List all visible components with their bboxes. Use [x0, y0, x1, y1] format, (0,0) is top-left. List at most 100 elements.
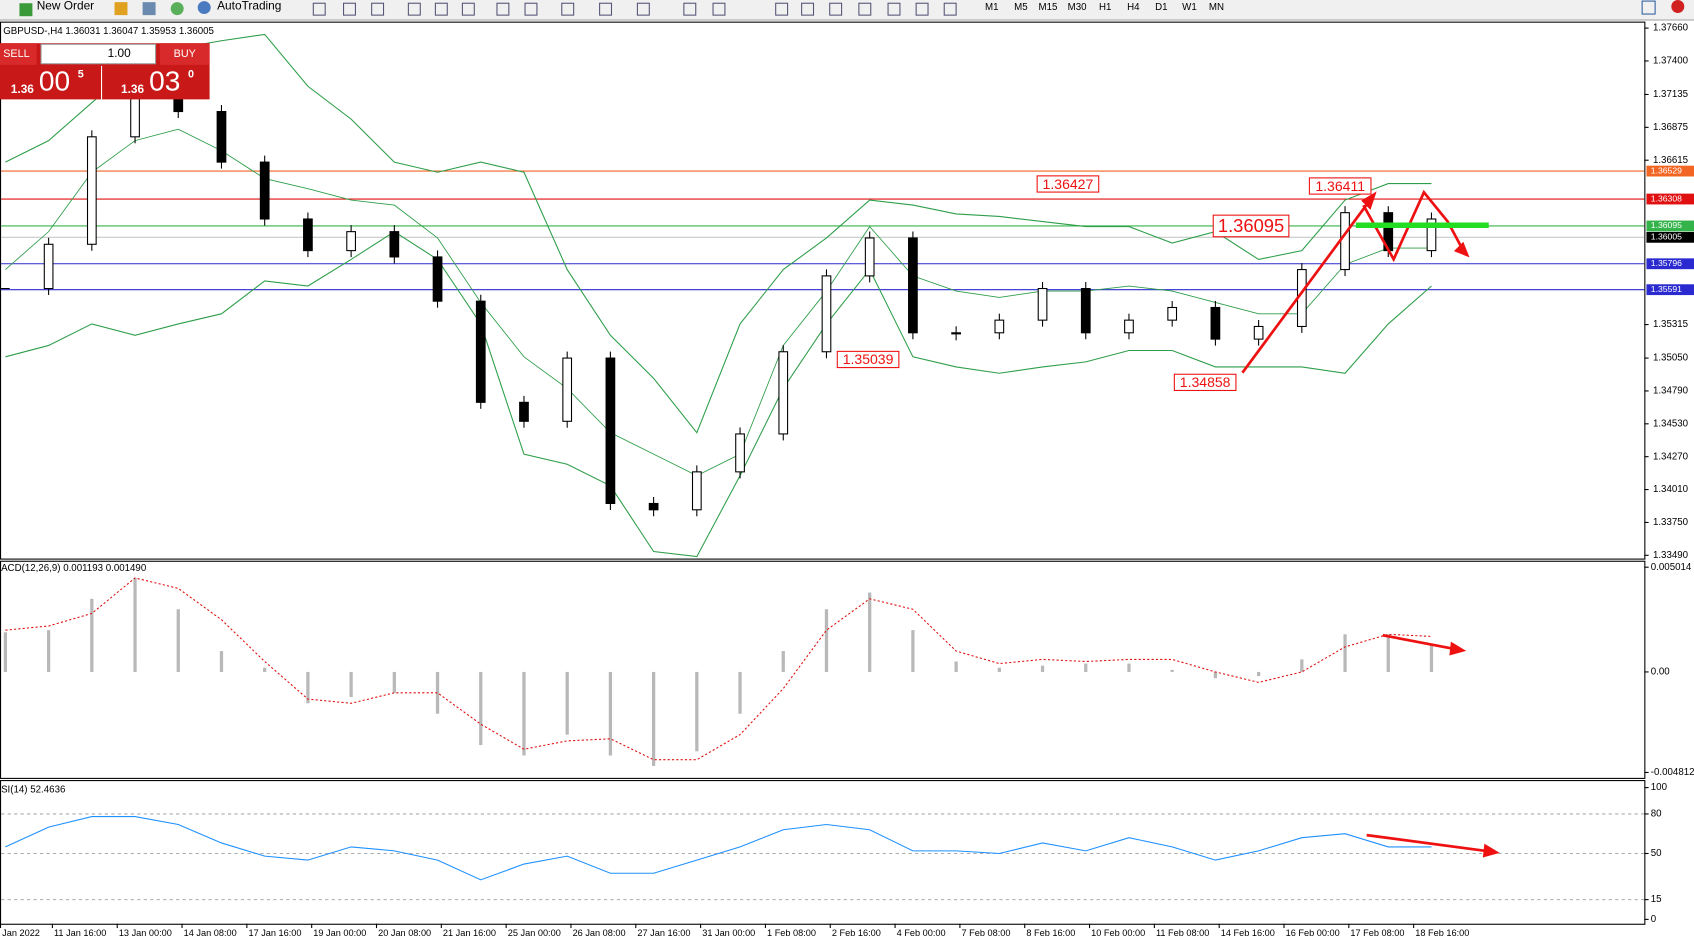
- toolbar-icon[interactable]: [343, 2, 356, 16]
- timeframe-button[interactable]: W1: [1182, 2, 1197, 13]
- y-tick-label: 80: [1651, 809, 1662, 820]
- autotrading-icon[interactable]: [197, 1, 211, 15]
- new-order-button[interactable]: New Order: [37, 0, 94, 13]
- lot-value[interactable]: 1.00: [108, 46, 132, 60]
- one-click-panel: SELL 1.00 BUY 1.36 00 5 1.36 03 0: [0, 43, 210, 100]
- toolbar-icon[interactable]: [461, 2, 475, 16]
- macd-bar: [3, 632, 8, 672]
- price-level-tag: [1646, 258, 1694, 270]
- candle: [1080, 287, 1091, 334]
- sell-price-prefix[interactable]: 1.36: [11, 82, 35, 96]
- sell-button[interactable]: [0, 43, 37, 65]
- toolbar-icon[interactable]: [636, 2, 650, 16]
- x-tick-label: 11 Feb 08:00: [1156, 928, 1209, 938]
- y-tick-label: 1.37400: [1653, 56, 1689, 67]
- candle: [951, 332, 961, 335]
- macd-bar: [911, 630, 915, 672]
- x-tick-label: 7 Feb 08:00: [962, 928, 1011, 938]
- candle: [648, 502, 659, 511]
- macd-plot: [3, 577, 1434, 766]
- search-icon[interactable]: [1641, 0, 1656, 15]
- candle: [735, 433, 745, 473]
- macd-bar: [1170, 669, 1174, 672]
- x-tick-label: 17 Feb 08:00: [1350, 928, 1404, 938]
- y-tick-label: -0.004812: [1651, 767, 1694, 778]
- buy-price-sup[interactable]: 0: [188, 68, 194, 80]
- y-tick-label: 1.33750: [1653, 517, 1689, 528]
- sell-label[interactable]: SELL: [3, 48, 29, 60]
- toolbar-icon[interactable]: [801, 2, 815, 16]
- timeframe-button[interactable]: D1: [1155, 2, 1167, 13]
- arrow-head: [1449, 641, 1467, 656]
- autotrading-button[interactable]: AutoTrading: [217, 0, 281, 13]
- toolbar-icon[interactable]: [683, 2, 697, 16]
- timeframe-button[interactable]: M1: [985, 2, 999, 13]
- arrow-head: [1482, 843, 1500, 858]
- toolbar-icon[interactable]: [170, 2, 184, 16]
- x-tick-label: 4 Feb 00:00: [897, 928, 946, 938]
- macd-bar: [781, 651, 785, 672]
- chart-title: GBPUSD-,H4 1.36031 1.36047 1.35953 1.360…: [3, 26, 214, 37]
- sell-price-big[interactable]: 00: [39, 66, 70, 97]
- timeframe-button[interactable]: M30: [1068, 2, 1088, 13]
- alert-icon[interactable]: [1671, 0, 1685, 13]
- toolbar-icon[interactable]: [524, 2, 538, 16]
- macd-bar: [608, 671, 613, 756]
- arrow-head: [1361, 191, 1377, 210]
- y-tick-label: 0.00: [1651, 667, 1671, 678]
- toolbar-icon[interactable]: [887, 2, 901, 16]
- price-level-label: 1.36005: [1651, 232, 1682, 242]
- timeframe-button[interactable]: H4: [1127, 2, 1140, 13]
- toolbar-icon[interactable]: [858, 2, 872, 16]
- toolbar: [0, 0, 1694, 20]
- candle: [994, 319, 1005, 334]
- lot-input[interactable]: [40, 43, 157, 65]
- macd-bar: [435, 671, 440, 714]
- toolbar-icon[interactable]: [371, 2, 385, 16]
- x-tick-label: 14 Jan 08:00: [184, 928, 237, 938]
- buy-button[interactable]: [159, 43, 210, 65]
- toolbar-icon[interactable]: [312, 2, 326, 16]
- macd-bar: [651, 671, 656, 766]
- toolbar-icon[interactable]: [915, 2, 929, 16]
- toolbar-icon[interactable]: [775, 2, 789, 16]
- toolbar-icon[interactable]: [829, 2, 843, 16]
- bollinger-band: [5, 128, 1432, 477]
- candle: [605, 357, 616, 505]
- buy-price-prefix[interactable]: 1.36: [121, 82, 145, 96]
- toolbar-icon[interactable]: [114, 2, 128, 16]
- toolbar-icon[interactable]: [712, 2, 726, 16]
- price-annotation-box: [1308, 177, 1372, 195]
- macd-bar: [695, 671, 699, 752]
- macd-bar: [90, 598, 94, 672]
- new-order-icon[interactable]: [19, 3, 33, 17]
- x-tick-label: 20 Jan 08:00: [378, 928, 431, 938]
- toolbar-icon[interactable]: [496, 2, 510, 16]
- candle: [86, 136, 97, 245]
- toolbar-icon[interactable]: [142, 2, 156, 16]
- timeframe-button[interactable]: M15: [1038, 2, 1057, 13]
- candle: [1124, 319, 1134, 334]
- rsi-label: SI(14) 52.4636: [1, 784, 65, 795]
- candle: [562, 357, 573, 422]
- trend-arrow: [1241, 193, 1376, 374]
- timeframe-button[interactable]: M5: [1014, 2, 1028, 13]
- x-tick-label: 27 Jan 16:00: [637, 928, 690, 938]
- y-tick-label: 1.37660: [1653, 23, 1689, 34]
- toolbar-icon[interactable]: [599, 2, 613, 16]
- timeframe-button[interactable]: MN: [1209, 2, 1224, 13]
- buy-price-big[interactable]: 03: [149, 66, 180, 97]
- candle: [519, 401, 529, 422]
- toolbar-icon[interactable]: [561, 2, 575, 16]
- timeframe-button[interactable]: H1: [1099, 2, 1111, 13]
- candle: [346, 231, 356, 252]
- macd-bar: [738, 671, 742, 714]
- toolbar-icon[interactable]: [943, 2, 957, 16]
- y-tick-label: 1.34270: [1653, 451, 1689, 462]
- y-tick-label: 100: [1651, 782, 1668, 793]
- toolbar-icon[interactable]: [407, 2, 421, 16]
- buy-label[interactable]: BUY: [174, 48, 196, 60]
- sell-price-sup[interactable]: 5: [78, 68, 84, 80]
- toolbar-icon[interactable]: [434, 2, 448, 16]
